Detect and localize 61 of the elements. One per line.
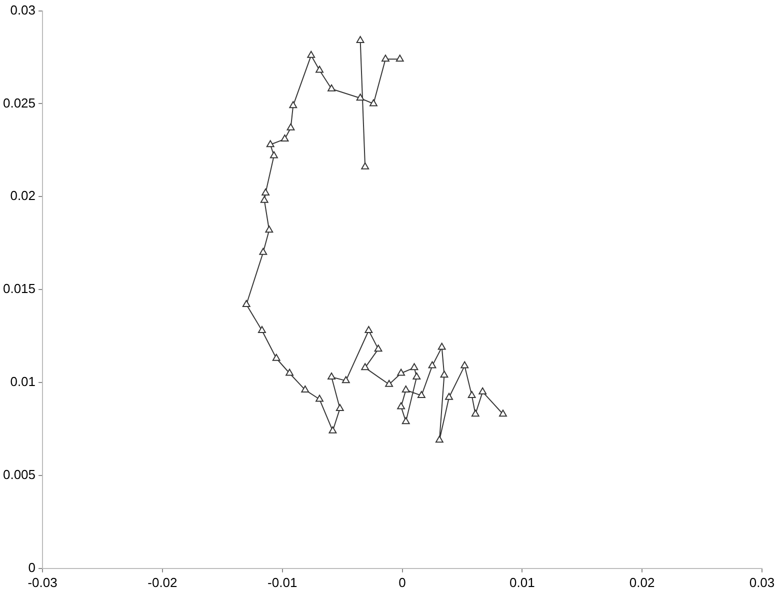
point xyxy=(280,134,289,142)
point xyxy=(265,226,274,233)
point xyxy=(259,248,268,255)
point xyxy=(328,426,337,434)
point xyxy=(410,363,418,370)
point xyxy=(262,188,270,196)
y-tick-label: 0.005 xyxy=(2,467,36,482)
point xyxy=(397,368,406,376)
point xyxy=(356,94,364,101)
point xyxy=(382,54,390,62)
point xyxy=(258,326,266,333)
x-tick-label: 0 xyxy=(398,574,406,590)
point xyxy=(316,66,324,73)
x-tick-label: -0.03 xyxy=(28,574,58,590)
y-tick-label: 0.015 xyxy=(2,281,36,296)
point xyxy=(374,344,382,352)
point xyxy=(417,391,426,398)
point xyxy=(272,354,280,361)
point xyxy=(460,361,469,368)
y-tick-label: 0.02 xyxy=(10,188,36,204)
point xyxy=(478,387,487,394)
point xyxy=(270,151,278,158)
point xyxy=(412,372,421,380)
point xyxy=(301,385,310,392)
y-tick-label: 0.03 xyxy=(10,2,36,18)
point xyxy=(370,99,378,106)
x-tick-label: 0.03 xyxy=(749,574,775,590)
point xyxy=(316,394,324,402)
point xyxy=(364,326,373,333)
point xyxy=(286,123,295,130)
point xyxy=(328,84,336,92)
x-tick-label: 0.02 xyxy=(629,574,655,590)
point xyxy=(468,391,476,398)
point xyxy=(342,376,350,384)
x-tick-label: -0.01 xyxy=(268,574,298,590)
point xyxy=(438,342,446,350)
x-tick-label: -0.02 xyxy=(148,574,178,590)
point xyxy=(440,370,448,378)
y-tick-label: 0.025 xyxy=(2,95,36,110)
point xyxy=(336,404,344,412)
point xyxy=(242,300,250,307)
point xyxy=(361,363,370,370)
point xyxy=(397,402,406,410)
point xyxy=(289,101,298,108)
point xyxy=(402,385,410,392)
point xyxy=(286,368,294,376)
point xyxy=(328,372,336,380)
y-tick-label: 0 xyxy=(28,560,36,575)
point xyxy=(402,417,410,424)
point xyxy=(307,50,316,58)
point xyxy=(435,436,444,443)
point xyxy=(260,196,268,203)
x-tick-label: 0.01 xyxy=(510,574,535,590)
point xyxy=(396,54,404,62)
y-tick-label: 0.01 xyxy=(10,374,36,390)
point xyxy=(499,410,507,417)
point xyxy=(428,361,436,368)
point xyxy=(445,392,453,400)
point xyxy=(266,140,274,148)
point xyxy=(471,410,480,417)
point xyxy=(385,380,394,387)
